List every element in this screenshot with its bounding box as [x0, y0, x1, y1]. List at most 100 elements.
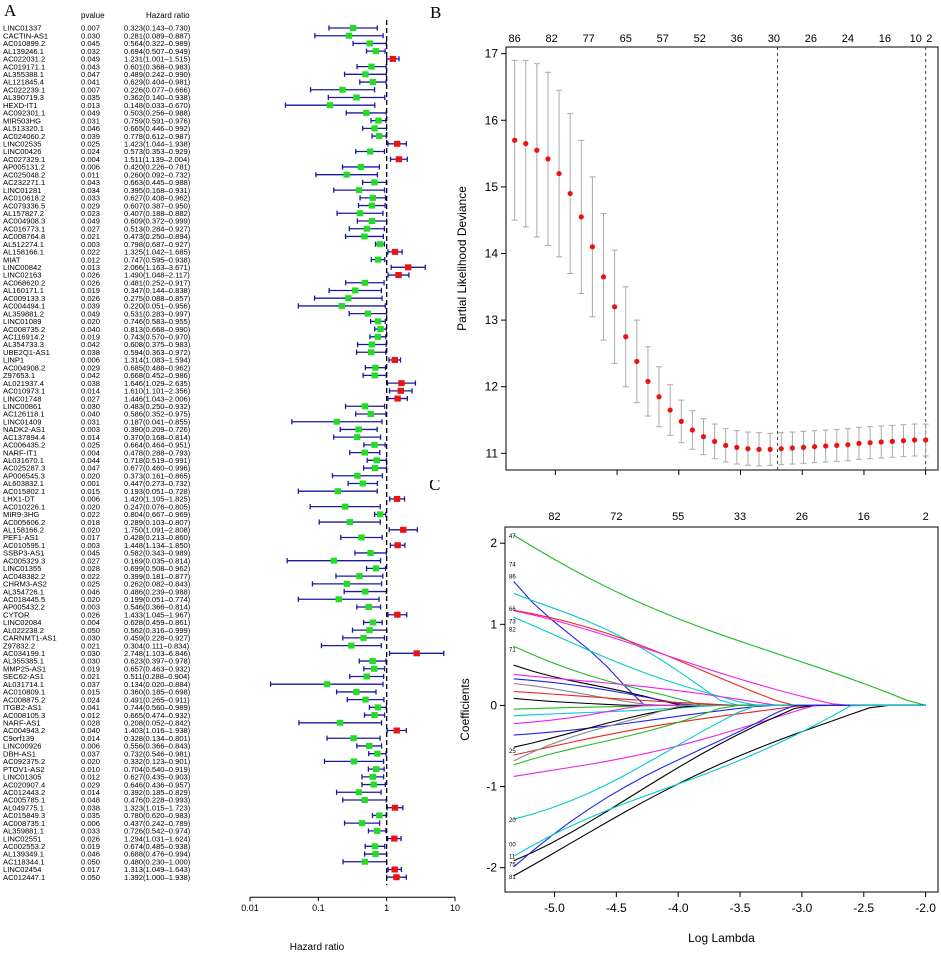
hazard-ratio-point	[376, 133, 383, 140]
pvalue-cell: 0.003	[81, 425, 100, 434]
gene-label: LINC02163	[3, 271, 41, 280]
deviance-point	[767, 446, 773, 452]
hazard-ratio-cell: 0.663(0.445–0.988)	[124, 178, 191, 187]
hazard-ratio-point	[366, 148, 374, 155]
gene-label: AC008105.3	[3, 711, 45, 720]
hazard-ratio-cell: 0.665(0.474–0.932)	[124, 711, 191, 720]
top-count-label: 52	[694, 33, 706, 45]
deviance-point	[867, 440, 873, 446]
path-index-label: 20	[509, 818, 516, 824]
hazard-ratio-cell: 0.694(0.507–0.949)	[124, 47, 191, 56]
gene-label: LINC01748	[3, 394, 41, 403]
hazard-ratio-point	[360, 634, 367, 641]
pvalue-cell: 0.006	[81, 163, 100, 172]
hazard-ratio-point	[371, 712, 378, 719]
hazard-ratio-point	[366, 40, 373, 47]
pvalue-cell: 0.026	[81, 271, 100, 280]
hazard-ratio-cell: 0.677(0.460–0.996)	[124, 464, 191, 473]
x-tick-label: -5.0	[544, 901, 565, 915]
hazard-ratio-point	[364, 310, 372, 317]
hazard-ratio-cell: 0.459(0.228–0.927)	[124, 634, 191, 643]
gene-label: AC005785.1	[3, 796, 45, 805]
hazard-ratio-cell: 0.704(0.540–0.919)	[124, 765, 191, 774]
hazard-ratio-cell: 0.370(0.168–0.814)	[124, 433, 191, 442]
hazard-ratio-cell: 1.423(1.044–1.938)	[124, 140, 191, 149]
path-index-label: 74	[509, 563, 516, 569]
gene-label: AC010618.2	[3, 194, 45, 203]
x-tick-label: -3.0	[792, 901, 813, 915]
pvalue-cell: 0.040	[81, 325, 100, 334]
hazard-ratio-cell: 0.744(0.560–0.989)	[124, 703, 191, 712]
hazard-ratio-point	[393, 874, 400, 881]
pvalue-cell: 0.049	[81, 217, 100, 226]
pvalue-cell: 0.037	[81, 749, 100, 758]
hazard-ratio-point	[355, 187, 363, 194]
top-count-label: 33	[734, 511, 746, 523]
gene-label: AC092301.1	[3, 109, 45, 118]
gene-label: AL158166.1	[3, 248, 44, 257]
gene-label: AC010973.1	[3, 387, 45, 396]
pvalue-cell: 0.046	[81, 587, 100, 596]
hazard-ratio-point	[371, 372, 378, 379]
pvalue-cell: 0.049	[81, 55, 100, 64]
gene-label: AC005606.2	[3, 518, 45, 527]
deviance-point	[734, 444, 740, 450]
gene-label: LINC02535	[3, 140, 41, 149]
deviance-point	[567, 190, 573, 197]
gene-label: AL031714.1	[3, 680, 44, 689]
hazard-ratio-cell: 0.428(0.213–0.860)	[124, 533, 191, 542]
pvalue-cell: 0.014	[81, 734, 100, 743]
hazard-ratio-point	[375, 117, 382, 124]
gene-label: AL139349.1	[3, 850, 44, 859]
gene-label: LINP1	[3, 356, 24, 365]
pvalue-cell: 0.019	[81, 842, 100, 851]
pvalue-cell: 0.038	[81, 803, 100, 812]
hazard-ratio-cell: 0.304(0.111–0.834)	[124, 641, 190, 650]
gene-label: AC024060.2	[3, 132, 45, 141]
hazard-ratio-cell: 1.403(1.016–1.938)	[124, 726, 191, 735]
hazard-ratio-point	[374, 750, 381, 757]
hazard-ratio-cell: 0.582(0.343–0.989)	[124, 549, 191, 558]
deviance-point	[545, 156, 551, 162]
hazard-ratio-point	[356, 210, 364, 217]
hazard-ratio-cell: 0.778(0.612–0.987)	[124, 132, 191, 141]
hazard-ratio-point	[393, 727, 400, 734]
gene-label: LINC01089	[3, 317, 41, 326]
gene-label: AP005432.2	[3, 603, 45, 612]
gene-label: AC006435.2	[3, 441, 45, 450]
gene-label: AC005329.3	[3, 556, 45, 565]
plot-frame	[505, 46, 939, 471]
pvalue-cell: 0.049	[81, 309, 100, 318]
hazard-ratio-point	[371, 125, 378, 132]
y-tick-label: -2	[486, 861, 497, 875]
gene-label: LINC01281	[3, 186, 41, 195]
pvalue-cell: 0.020	[81, 595, 100, 604]
hazard-ratio-point	[395, 156, 403, 163]
hazard-ratio-cell: 0.609(0.372–0.999)	[124, 217, 191, 226]
deviance-point	[878, 439, 884, 445]
gene-label: NARF-IT1	[3, 448, 37, 457]
hazard-ratio-cell: 0.437(0.242–0.789)	[124, 819, 191, 828]
pvalue-cell: 0.001	[81, 479, 100, 488]
coefficient-path-chart: C -5.0 -4.5 -4.0 -3.5 -3.0 -2.5 -2.0 -2 -1 0 1 2 82 7…	[429, 475, 941, 962]
y-tick-label: 14	[485, 247, 499, 261]
pvalue-cell: 0.021	[81, 232, 100, 241]
y-tick-label: 12	[485, 380, 499, 394]
hazard-ratio-cell: 0.531(0.283–0.997)	[124, 309, 191, 318]
gene-label: AL359881.2	[3, 309, 44, 318]
hazard-ratio-point	[362, 71, 369, 78]
pvalue-cell: 0.011	[81, 170, 99, 179]
gene-label: CARNMT1-AS1	[3, 634, 57, 643]
hazard-ratio-cell: 1.446(1.043–2.006)	[124, 394, 191, 403]
gene-label: LINC00861	[3, 402, 41, 411]
y-axis-label: Partial Likelihood Deviance	[455, 186, 469, 331]
hazard-ratio-point	[363, 225, 371, 232]
hazard-ratio-cell: 0.480(0.230–1.000)	[124, 857, 191, 866]
y-axis-label: Coefficients	[458, 678, 472, 740]
deviance-point	[756, 446, 762, 452]
pvalue-cell: 0.035	[81, 93, 100, 102]
deviance-point	[556, 170, 562, 177]
hazard-ratio-point	[374, 256, 382, 263]
hazard-ratio-point	[376, 241, 384, 248]
gene-label: LINC01337	[3, 24, 41, 33]
